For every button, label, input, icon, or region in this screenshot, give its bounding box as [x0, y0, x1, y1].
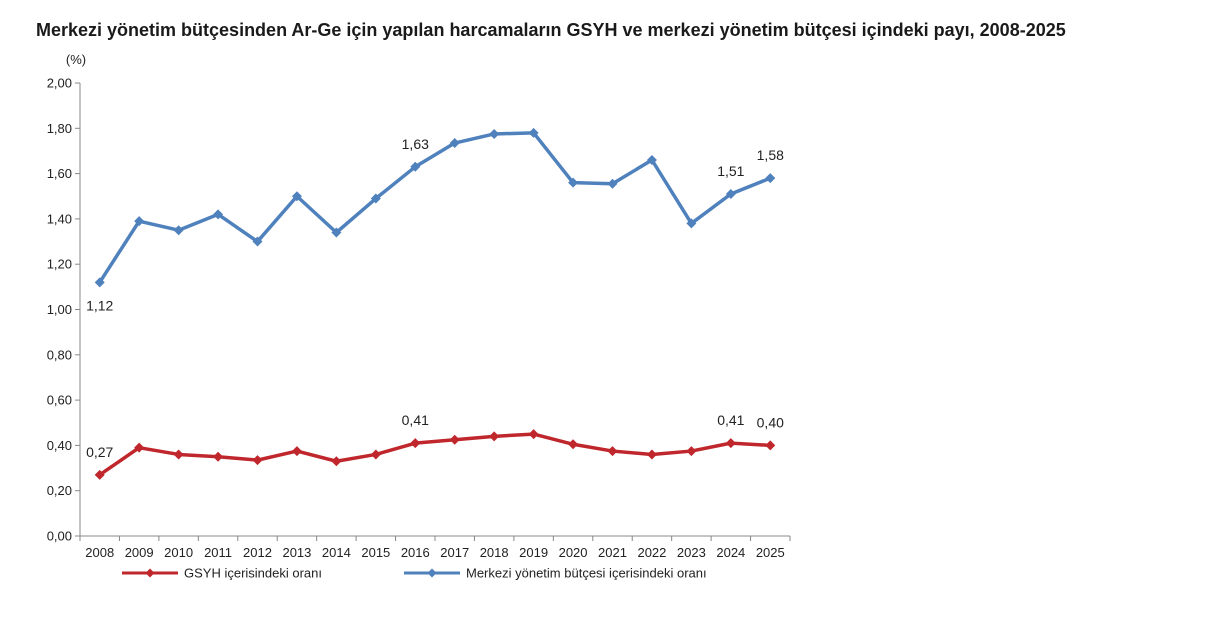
- y-tick-label: 0,60: [47, 393, 72, 408]
- x-tick-label: 2018: [480, 545, 509, 560]
- data-point: [213, 209, 224, 220]
- data-point: [568, 177, 579, 188]
- x-tick-label: 2008: [85, 545, 114, 560]
- x-tick-label: 2010: [164, 545, 193, 560]
- data-label: 1,12: [86, 297, 113, 313]
- data-point: [686, 446, 697, 457]
- data-label: 1,63: [402, 136, 429, 152]
- data-labels: 0,27 0,41 0,41 0,40 1,12 1,63 1,51 1,58: [86, 136, 784, 460]
- data-label: 1,58: [757, 147, 784, 163]
- y-tick-label: 2,00: [47, 76, 72, 91]
- data-point: [607, 446, 618, 457]
- data-label: 1,51: [717, 163, 744, 179]
- data-point: [607, 178, 618, 189]
- data-point: [173, 449, 184, 460]
- data-label: 0,41: [402, 412, 429, 428]
- x-tick-label: 2025: [756, 545, 785, 560]
- x-tick-label: 2014: [322, 545, 351, 560]
- data-label: 0,40: [757, 414, 784, 430]
- x-tick-label: 2017: [440, 545, 469, 560]
- data-point: [94, 469, 105, 480]
- data-point: [173, 225, 184, 236]
- y-tick-label: 0,80: [47, 347, 72, 362]
- x-tick-label: 2012: [243, 545, 272, 560]
- legend-marker: [427, 568, 437, 578]
- series-line-1: [98, 131, 771, 284]
- data-point: [568, 439, 579, 450]
- y-tick-label: 1,60: [47, 166, 72, 181]
- data-point: [646, 155, 657, 166]
- data-point: [291, 191, 302, 202]
- data-point: [449, 434, 460, 445]
- data-point: [765, 440, 776, 451]
- data-point: [646, 449, 657, 460]
- series-group: [94, 127, 776, 480]
- y-tick-label: 0,20: [47, 483, 72, 498]
- x-tick-label: 2019: [519, 545, 548, 560]
- data-point: [449, 138, 460, 149]
- legend-label: GSYH içerisindeki oranı: [184, 566, 322, 581]
- data-label: 0,27: [86, 444, 113, 460]
- data-point: [410, 438, 421, 449]
- x-tick-label: 2020: [559, 545, 588, 560]
- x-tick-label: 2022: [637, 545, 666, 560]
- y-axis-unit: (%): [66, 52, 86, 67]
- data-point: [134, 216, 145, 227]
- chart-title: Merkezi yönetim bütçesinden Ar-Ge için y…: [36, 20, 1066, 40]
- x-tick-label: 2024: [716, 545, 745, 560]
- x-tick-label: 2021: [598, 545, 627, 560]
- y-tick-label: 1,40: [47, 211, 72, 226]
- data-point: [489, 128, 500, 139]
- data-point: [725, 188, 736, 199]
- legend-label: Merkezi yönetim bütçesi içerisindeki ora…: [466, 566, 707, 581]
- x-tick-label: 2009: [125, 545, 154, 560]
- data-point: [331, 227, 342, 238]
- x-tick-label: 2016: [401, 545, 430, 560]
- data-point: [252, 455, 263, 466]
- data-point: [134, 442, 145, 453]
- data-point: [213, 451, 224, 462]
- x-tick-label: 2011: [204, 545, 232, 560]
- data-point: [291, 446, 302, 457]
- data-point: [528, 429, 539, 440]
- x-tick-label: 2023: [677, 545, 706, 560]
- y-tick-label: 0,40: [47, 438, 72, 453]
- x-tick-label: 2015: [361, 545, 390, 560]
- y-tick-label: 0,00: [47, 529, 72, 544]
- legend: GSYH içerisindeki oranı Merkezi yönetim b…: [122, 566, 707, 581]
- data-point: [489, 431, 500, 442]
- data-point: [370, 449, 381, 460]
- y-tick-label: 1,00: [47, 302, 72, 317]
- data-point: [686, 218, 697, 229]
- series-line-0: [98, 432, 771, 477]
- y-tick-label: 1,80: [47, 121, 72, 136]
- legend-marker: [145, 568, 155, 578]
- data-point: [528, 127, 539, 138]
- data-label: 0,41: [717, 412, 744, 428]
- data-point: [252, 236, 263, 247]
- y-tick-label: 1,20: [47, 257, 72, 272]
- data-point: [765, 173, 776, 184]
- data-point: [725, 438, 736, 449]
- data-point: [410, 161, 421, 172]
- data-point: [331, 456, 342, 467]
- data-point: [94, 277, 105, 288]
- axes: 0,00 0,20 0,40 0,60 0,80 1,00 1,20 1,40 1,60 1,80…: [47, 52, 791, 560]
- x-tick-label: 2013: [282, 545, 311, 560]
- data-point: [370, 193, 381, 204]
